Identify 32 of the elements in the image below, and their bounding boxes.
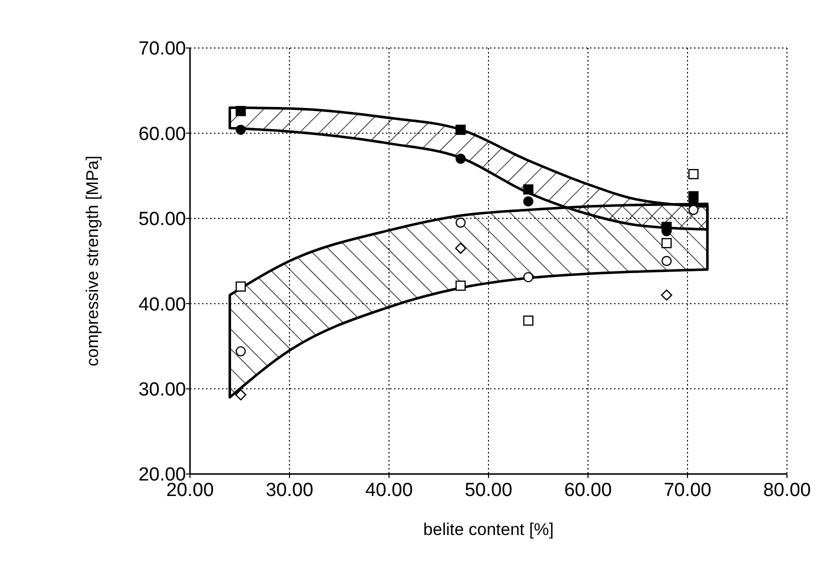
point — [662, 238, 672, 248]
x-tick-label: 40.00 — [365, 480, 413, 501]
point — [456, 154, 466, 164]
point — [523, 316, 534, 326]
point — [235, 389, 246, 400]
x-tick-label: 50.00 — [464, 480, 512, 501]
y-tick-label: 70.00 — [138, 38, 186, 60]
y-axis-title: compressive strength [MPa] — [83, 156, 102, 366]
y-tick-label: 50.00 — [138, 209, 186, 230]
y-tick-label: 30.00 — [138, 379, 186, 400]
point — [456, 218, 466, 228]
point — [523, 196, 534, 206]
y-tick-label: 60.00 — [138, 124, 186, 145]
point — [456, 124, 466, 135]
point — [456, 280, 466, 291]
point — [661, 289, 672, 301]
y-tick-label: 40.00 — [138, 294, 186, 316]
point — [523, 184, 534, 195]
point — [236, 124, 246, 135]
point — [236, 106, 246, 116]
point — [688, 204, 699, 215]
x-tick-label: 80.00 — [763, 480, 811, 501]
x-tick-label: 60.00 — [564, 480, 612, 501]
point — [662, 256, 672, 266]
point — [523, 272, 534, 282]
point — [236, 346, 246, 356]
point — [688, 168, 699, 180]
point — [455, 242, 466, 254]
point — [236, 281, 246, 292]
x-tick-label: 30.00 — [266, 480, 314, 501]
x-tick-label: 70.00 — [664, 480, 712, 501]
x-axis-title: belite content [%] — [423, 520, 554, 539]
